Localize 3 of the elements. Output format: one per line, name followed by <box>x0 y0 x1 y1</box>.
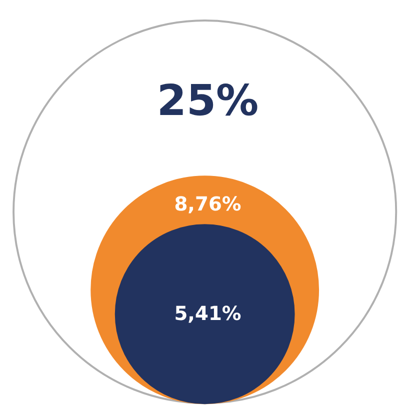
data-label: 8,76% <box>174 192 242 216</box>
data-label: 25% <box>156 77 259 126</box>
data-label: 5,41% <box>174 302 242 325</box>
